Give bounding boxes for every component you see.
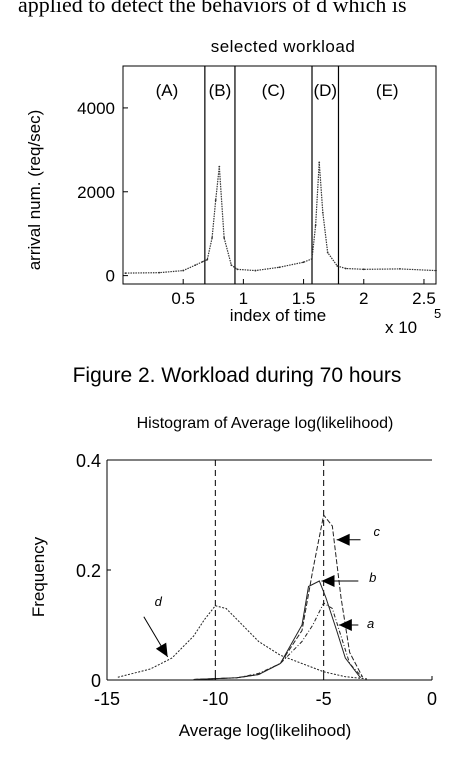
chart1-point bbox=[302, 261, 305, 264]
chart1-series-line bbox=[125, 162, 437, 274]
chart1-point bbox=[230, 264, 233, 267]
chart2-x-tick-label: 0 bbox=[427, 689, 437, 709]
chart1-x-multiplier: x 10 bbox=[385, 318, 417, 337]
chart1-ticks: 0.5 1 1.5 2 2.5 0 2000 4000 bbox=[77, 99, 436, 308]
annotation-arrowhead-c bbox=[336, 533, 350, 546]
chart1-x-tick-label: 1.5 bbox=[292, 289, 316, 308]
chart1-point bbox=[326, 251, 329, 254]
chart2-xlabel: Average log(likelihood) bbox=[179, 721, 352, 740]
chart1-point bbox=[398, 268, 401, 270]
chart1-point bbox=[211, 236, 213, 239]
chart1-y-tick-label: 0 bbox=[106, 267, 115, 286]
workload-line-chart: selected workload (A) (B) (C) (D) (E) 0.5 1 1.… bbox=[25, 37, 441, 337]
chart2-series bbox=[117, 513, 368, 680]
chart1-x-tick-label: 2 bbox=[359, 289, 368, 308]
chart1-point bbox=[336, 265, 339, 267]
chart1-region-label: (E) bbox=[376, 81, 399, 100]
chart1-point bbox=[314, 224, 317, 227]
chart1-x-exponent: 5 bbox=[434, 306, 441, 321]
chart1-x-tick-label: 0.5 bbox=[171, 289, 195, 308]
body-text-line: applied to detect the behaviors of d whi… bbox=[18, 0, 407, 17]
chart1-point bbox=[124, 272, 127, 274]
chart1-point bbox=[344, 267, 347, 270]
chart2-series-a bbox=[193, 602, 364, 680]
chart1-point bbox=[182, 269, 185, 272]
annotation-label-c: c bbox=[374, 524, 381, 539]
chart1-x-tick-label: 1 bbox=[239, 289, 248, 308]
chart2-series-d bbox=[117, 605, 368, 680]
chart2-ticks: -15 -10 -5 0 0 0.2 0.4 bbox=[76, 451, 437, 709]
chart2-x-tick-label: -15 bbox=[94, 689, 120, 709]
annotation-arrowhead-a bbox=[338, 619, 352, 631]
chart1-region-label: (A) bbox=[156, 81, 179, 100]
chart1-point bbox=[218, 165, 221, 168]
figure-caption: Figure 2. Workload during 70 hours bbox=[72, 364, 402, 387]
chart1-point bbox=[206, 258, 209, 261]
chart1-point bbox=[278, 266, 281, 269]
chart2-x-tick-label: -10 bbox=[202, 689, 228, 709]
chart2-annotations: d c b a bbox=[143, 524, 381, 658]
annotation-label-a: a bbox=[367, 616, 374, 631]
chart2-y-tick-label: 0 bbox=[91, 671, 101, 691]
chart1-point bbox=[223, 236, 226, 239]
chart1-point bbox=[435, 269, 437, 272]
chart1-region-label: (B) bbox=[209, 81, 232, 100]
chart1-region-label: (C) bbox=[262, 81, 286, 100]
chart2-ylabel: Frequency bbox=[29, 536, 48, 617]
chart1-point bbox=[158, 271, 161, 274]
chart1-y-tick-label: 2000 bbox=[77, 183, 115, 202]
chart2-y-tick-label: 0.4 bbox=[76, 451, 101, 471]
chart1-xlabel: index of time bbox=[230, 306, 326, 325]
annotation-label-b: b bbox=[369, 570, 376, 585]
chart1-point bbox=[311, 257, 313, 260]
chart1-x-tick-label: 2.5 bbox=[412, 289, 436, 308]
chart1-regions: (A) (B) (C) (D) (E) bbox=[156, 66, 399, 284]
chart1-point bbox=[362, 268, 365, 271]
chart1-title: selected workload bbox=[211, 37, 356, 56]
chart1-region-label: (D) bbox=[313, 81, 337, 100]
annotation-arrowhead-b bbox=[321, 575, 335, 587]
chart1-point bbox=[318, 161, 321, 164]
chart2-title: Histogram of Average log(likelihood) bbox=[137, 415, 394, 432]
chart1-point bbox=[214, 199, 217, 202]
chart1-point bbox=[194, 264, 197, 267]
chart1-ylabel: arrival num. (req/sec) bbox=[25, 110, 44, 271]
chart2-y-tick-label: 0.2 bbox=[76, 561, 101, 581]
annotation-arrowhead-d bbox=[155, 642, 168, 657]
chart1-plot-frame bbox=[122, 65, 437, 285]
chart1-series bbox=[124, 161, 437, 274]
chart1-point bbox=[201, 260, 204, 263]
chart1-point bbox=[321, 211, 324, 214]
chart1-axes bbox=[122, 65, 437, 285]
histogram-line-chart: Histogram of Average log(likelihood) -15… bbox=[29, 415, 437, 740]
chart2-axes bbox=[106, 459, 432, 681]
chart1-y-tick-label: 4000 bbox=[77, 99, 115, 118]
chart1-point bbox=[254, 269, 257, 272]
annotation-label-d: d bbox=[155, 594, 163, 609]
chart2-series-b bbox=[193, 580, 361, 680]
chart1-point bbox=[236, 268, 239, 271]
chart2-x-tick-label: -5 bbox=[316, 689, 332, 709]
